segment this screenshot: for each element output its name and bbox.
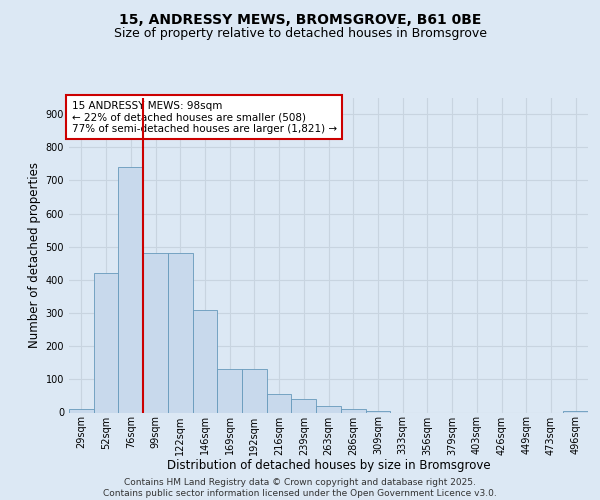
Bar — [69, 409, 94, 412]
Bar — [292, 399, 316, 412]
Bar — [193, 310, 217, 412]
Text: 15, ANDRESSY MEWS, BROMSGROVE, B61 0BE: 15, ANDRESSY MEWS, BROMSGROVE, B61 0BE — [119, 12, 481, 26]
Bar — [168, 254, 193, 412]
Text: Contains HM Land Registry data © Crown copyright and database right 2025.
Contai: Contains HM Land Registry data © Crown c… — [103, 478, 497, 498]
X-axis label: Distribution of detached houses by size in Bromsgrove: Distribution of detached houses by size … — [167, 459, 490, 472]
Bar — [563, 411, 588, 412]
Bar — [143, 254, 168, 412]
Bar — [217, 370, 242, 412]
Text: Size of property relative to detached houses in Bromsgrove: Size of property relative to detached ho… — [113, 28, 487, 40]
Bar — [242, 370, 267, 412]
Y-axis label: Number of detached properties: Number of detached properties — [28, 162, 41, 348]
Bar — [365, 411, 390, 412]
Bar — [316, 406, 341, 412]
Bar — [267, 394, 292, 412]
Bar — [94, 273, 118, 412]
Bar — [341, 409, 365, 412]
Text: 15 ANDRESSY MEWS: 98sqm
← 22% of detached houses are smaller (508)
77% of semi-d: 15 ANDRESSY MEWS: 98sqm ← 22% of detache… — [71, 100, 337, 134]
Bar — [118, 167, 143, 412]
